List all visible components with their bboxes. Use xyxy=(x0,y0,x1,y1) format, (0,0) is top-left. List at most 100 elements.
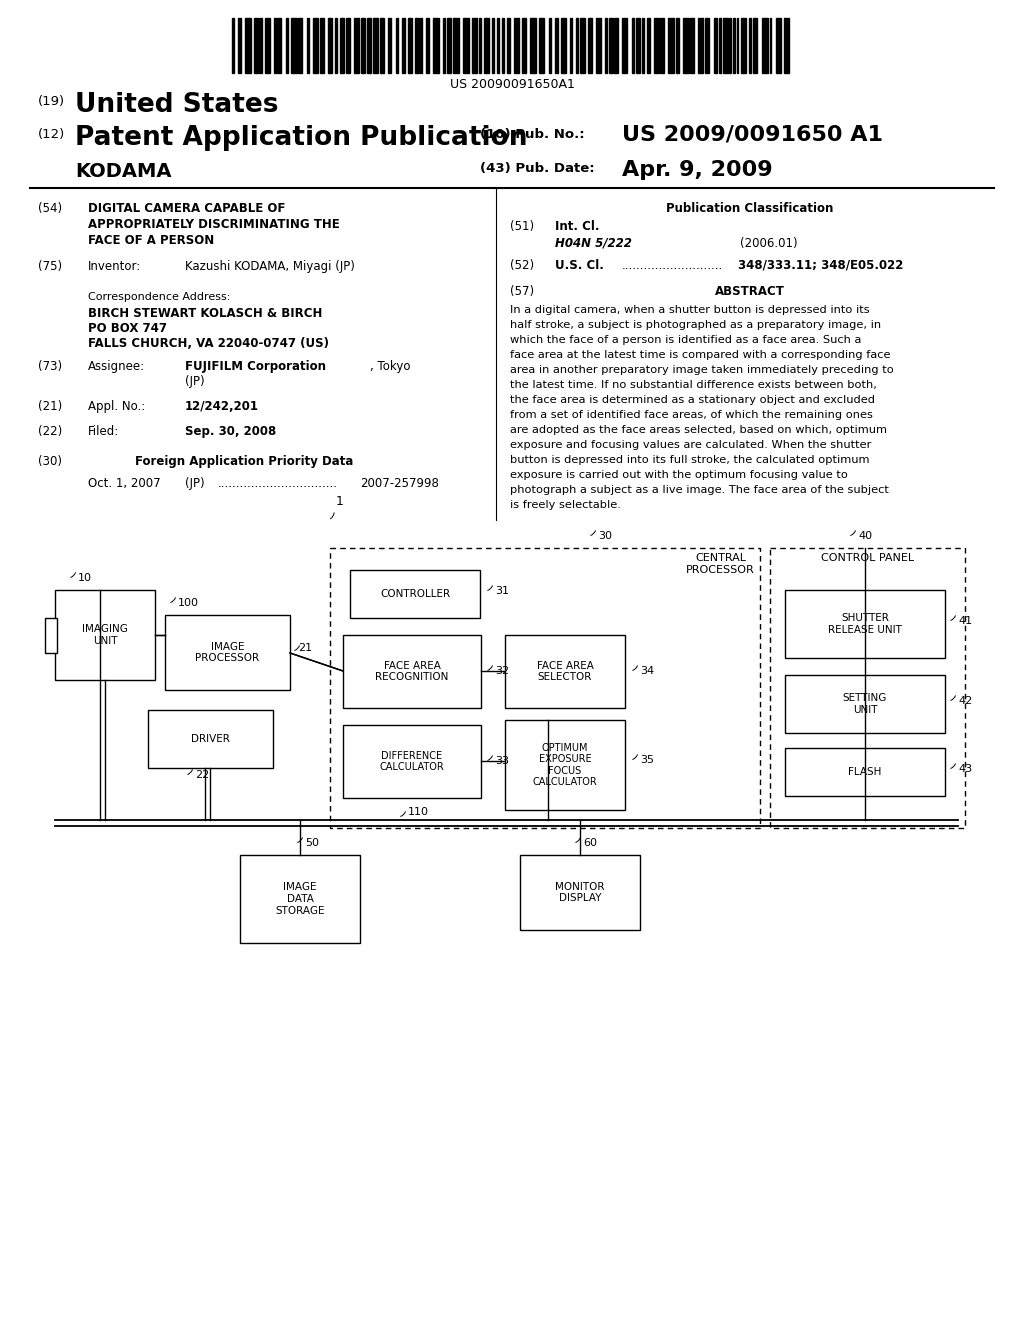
Text: 32: 32 xyxy=(495,667,509,676)
Bar xyxy=(549,18,551,73)
Bar xyxy=(575,18,578,73)
Text: ................................: ................................ xyxy=(218,477,338,490)
Text: area in another preparatory image taken immediately preceding to: area in another preparatory image taken … xyxy=(510,366,894,375)
Text: DRIVER: DRIVER xyxy=(191,734,230,744)
Bar xyxy=(697,18,703,73)
Bar xyxy=(753,18,757,73)
Bar xyxy=(676,18,679,73)
Text: which the face of a person is identified as a face area. Such a: which the face of a person is identified… xyxy=(510,335,861,345)
Text: IMAGE
PROCESSOR: IMAGE PROCESSOR xyxy=(196,642,259,663)
Text: from a set of identified face areas, of which the remaining ones: from a set of identified face areas, of … xyxy=(510,411,872,420)
Bar xyxy=(232,18,233,73)
Bar xyxy=(653,18,659,73)
Bar xyxy=(492,18,495,73)
Bar xyxy=(374,18,378,73)
Bar xyxy=(442,18,444,73)
Text: PO BOX 747: PO BOX 747 xyxy=(88,322,167,335)
Text: CENTRAL
PROCESSOR: CENTRAL PROCESSOR xyxy=(686,553,755,574)
Text: are adopted as the face areas selected, based on which, optimum: are adopted as the face areas selected, … xyxy=(510,425,887,436)
Text: SHUTTER
RELEASE UNIT: SHUTTER RELEASE UNIT xyxy=(828,614,902,635)
Bar xyxy=(319,18,324,73)
Bar xyxy=(522,18,526,73)
Text: Filed:: Filed: xyxy=(88,425,119,438)
Text: 50: 50 xyxy=(305,838,319,847)
Text: CONTROLLER: CONTROLLER xyxy=(380,589,451,599)
Bar xyxy=(505,719,625,810)
Bar xyxy=(368,18,371,73)
Text: IMAGE
DATA
STORAGE: IMAGE DATA STORAGE xyxy=(275,882,325,916)
Text: OPTIMUM
EXPOSURE
FOCUS
CALCULATOR: OPTIMUM EXPOSURE FOCUS CALCULATOR xyxy=(532,743,597,788)
Bar xyxy=(45,618,57,653)
Text: SETTING
UNIT: SETTING UNIT xyxy=(843,693,887,715)
Bar xyxy=(647,18,649,73)
Text: , Tokyo: , Tokyo xyxy=(370,360,411,374)
Text: exposure is carried out with the optimum focusing value to: exposure is carried out with the optimum… xyxy=(510,470,848,480)
Text: (22): (22) xyxy=(38,425,62,438)
Text: BIRCH STEWART KOLASCH & BIRCH: BIRCH STEWART KOLASCH & BIRCH xyxy=(88,308,323,319)
Bar xyxy=(254,18,258,73)
Text: (JP): (JP) xyxy=(185,477,205,490)
Text: FACE OF A PERSON: FACE OF A PERSON xyxy=(88,234,214,247)
Text: 110: 110 xyxy=(408,807,429,817)
Bar xyxy=(580,18,585,73)
Text: US 20090091650A1: US 20090091650A1 xyxy=(450,78,574,91)
Bar xyxy=(588,18,592,73)
Bar xyxy=(420,18,422,73)
Text: Sep. 30, 2008: Sep. 30, 2008 xyxy=(185,425,276,438)
Text: 10: 10 xyxy=(78,573,92,583)
Text: (JP): (JP) xyxy=(185,375,205,388)
Text: 22: 22 xyxy=(195,770,209,780)
Text: (51): (51) xyxy=(510,220,535,234)
Text: (21): (21) xyxy=(38,400,62,413)
Bar xyxy=(540,18,545,73)
Text: CONTROL PANEL: CONTROL PANEL xyxy=(821,553,914,564)
Text: MONITOR
DISPLAY: MONITOR DISPLAY xyxy=(555,882,605,903)
Text: 33: 33 xyxy=(495,756,509,766)
Text: half stroke, a subject is photographed as a preparatory image, in: half stroke, a subject is photographed a… xyxy=(510,319,881,330)
Bar xyxy=(785,675,945,733)
Bar xyxy=(240,855,360,942)
Bar xyxy=(380,18,384,73)
Text: 35: 35 xyxy=(640,755,654,766)
Bar xyxy=(472,18,477,73)
Bar xyxy=(605,18,606,73)
Text: 41: 41 xyxy=(958,616,972,626)
Text: 21: 21 xyxy=(298,643,312,653)
Bar xyxy=(690,18,694,73)
Text: FACE AREA
SELECTOR: FACE AREA SELECTOR xyxy=(537,661,594,682)
Text: Kazushi KODAMA, Miyagi (JP): Kazushi KODAMA, Miyagi (JP) xyxy=(185,260,355,273)
Bar xyxy=(749,18,751,73)
Text: (19): (19) xyxy=(38,95,66,108)
Text: is freely selectable.: is freely selectable. xyxy=(510,500,621,510)
Bar xyxy=(669,18,674,73)
Bar xyxy=(273,18,278,73)
Text: (10) Pub. No.:: (10) Pub. No.: xyxy=(480,128,585,141)
Text: H04N 5/222: H04N 5/222 xyxy=(555,238,632,249)
Bar xyxy=(346,18,349,73)
Bar xyxy=(729,18,731,73)
Bar xyxy=(505,635,625,708)
Bar xyxy=(433,18,439,73)
Bar xyxy=(530,18,536,73)
Text: 42: 42 xyxy=(958,696,972,706)
Text: 34: 34 xyxy=(640,667,654,676)
Text: Publication Classification: Publication Classification xyxy=(667,202,834,215)
Text: Patent Application Publication: Patent Application Publication xyxy=(75,125,527,150)
Text: button is depressed into its full stroke, the calculated optimum: button is depressed into its full stroke… xyxy=(510,455,869,465)
Text: 60: 60 xyxy=(583,838,597,847)
Text: Assignee:: Assignee: xyxy=(88,360,145,374)
Bar xyxy=(354,18,358,73)
Text: FLASH: FLASH xyxy=(848,767,882,777)
Bar xyxy=(238,18,242,73)
Bar xyxy=(478,18,481,73)
Text: 43: 43 xyxy=(958,764,972,774)
Text: ...........................: ........................... xyxy=(622,259,723,272)
Bar xyxy=(388,18,391,73)
Bar xyxy=(570,18,572,73)
Text: APPROPRIATELY DISCRIMINATING THE: APPROPRIATELY DISCRIMINATING THE xyxy=(88,218,340,231)
Bar xyxy=(609,18,613,73)
Bar xyxy=(714,18,718,73)
Bar xyxy=(453,18,459,73)
Bar xyxy=(683,18,689,73)
Bar xyxy=(350,570,480,618)
